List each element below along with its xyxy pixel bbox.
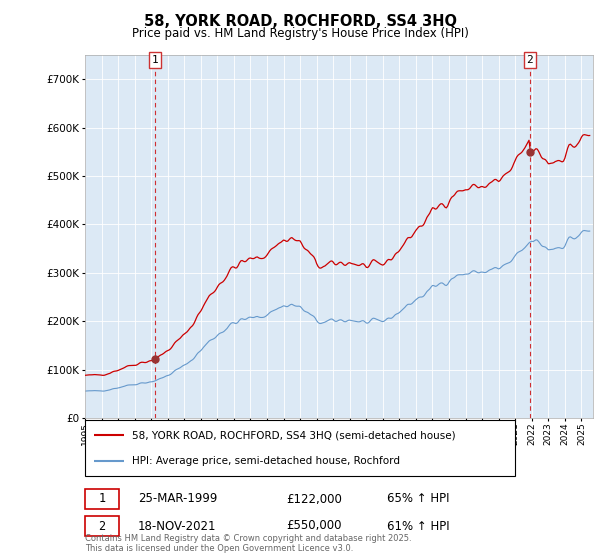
Text: 58, YORK ROAD, ROCHFORD, SS4 3HQ (semi-detached house): 58, YORK ROAD, ROCHFORD, SS4 3HQ (semi-d… (133, 430, 456, 440)
Text: 18-NOV-2021: 18-NOV-2021 (138, 520, 217, 533)
Text: £550,000: £550,000 (287, 520, 342, 533)
Text: 1: 1 (151, 55, 158, 65)
Text: 2: 2 (526, 55, 533, 65)
Text: 65% ↑ HPI: 65% ↑ HPI (388, 492, 450, 506)
Bar (85, 489, 119, 509)
Bar (85, 516, 119, 536)
Text: 61% ↑ HPI: 61% ↑ HPI (388, 520, 450, 533)
Text: 58, YORK ROAD, ROCHFORD, SS4 3HQ: 58, YORK ROAD, ROCHFORD, SS4 3HQ (143, 14, 457, 29)
Text: 2: 2 (98, 520, 106, 533)
Text: Contains HM Land Registry data © Crown copyright and database right 2025.
This d: Contains HM Land Registry data © Crown c… (85, 534, 412, 553)
Text: HPI: Average price, semi-detached house, Rochford: HPI: Average price, semi-detached house,… (133, 456, 400, 466)
Text: £122,000: £122,000 (287, 492, 343, 506)
Text: Price paid vs. HM Land Registry's House Price Index (HPI): Price paid vs. HM Land Registry's House … (131, 27, 469, 40)
Text: 1: 1 (98, 492, 106, 506)
Text: 25-MAR-1999: 25-MAR-1999 (138, 492, 217, 506)
